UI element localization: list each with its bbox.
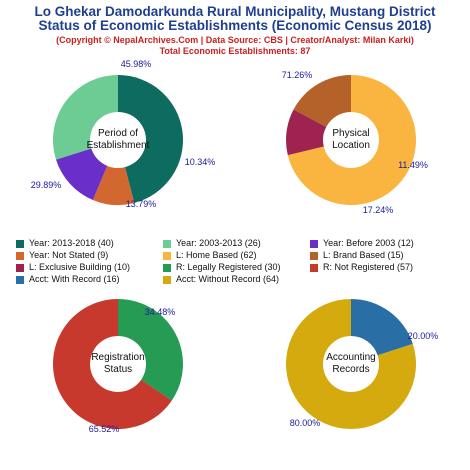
legend-label: L: Exclusive Building (10) <box>29 262 131 272</box>
donut-2-percent-label-2: 11.49% <box>398 160 428 170</box>
legend-item-3: Year: Before 2003 (12) <box>310 238 460 249</box>
legend-swatch <box>310 239 318 248</box>
chart-title-line-1: Lo Ghekar Damodarkunda Rural Municipalit… <box>34 4 436 19</box>
legend-label: R: Not Registered (57) <box>323 262 414 272</box>
donut-4-slice-2 <box>286 299 416 430</box>
donut-1-percent-label-3: 13.79% <box>126 199 157 209</box>
legend: Year: 2013-2018 (40) Year: 2003-2013 (26)… <box>16 238 466 285</box>
legend-item-6: L: Brand Based (15) <box>310 250 460 261</box>
legend-swatch <box>16 275 24 284</box>
donut-1-slice-1 <box>118 75 184 203</box>
legend-item-11: Acct: Without Record (64) <box>163 274 310 285</box>
donut-1-center-label: Period of Establishment <box>87 128 150 151</box>
donut-2-slice-1 <box>287 75 416 206</box>
legend-label: R: Legally Registered (30) <box>176 262 281 272</box>
donut-3-slice-1 <box>118 299 184 401</box>
donut-1-percent-label-4: 29.89% <box>31 180 62 190</box>
donut-2-slice-3 <box>293 75 351 127</box>
legend-swatch <box>163 239 171 248</box>
legend-item-4: Year: Not Stated (9) <box>16 250 163 261</box>
legend-swatch <box>310 263 318 272</box>
legend-item-1: Year: 2013-2018 (40) <box>16 238 163 249</box>
legend-item-5: L: Home Based (62) <box>163 250 310 261</box>
copyright-subtitle: (Copyright © NepalArchives.Com | Data So… <box>56 35 414 45</box>
legend-item-10: Acct: With Record (16) <box>16 274 163 285</box>
donut-4-slice-1 <box>351 299 413 356</box>
legend-label: Year: 2003-2013 (26) <box>176 238 261 248</box>
donut-3-percent-label-2: 65.52% <box>89 424 120 434</box>
legend-label: Year: Not Stated (9) <box>29 250 109 260</box>
donut-4-percent-label-1: 20.00% <box>408 331 439 341</box>
legend-item-2: Year: 2003-2013 (26) <box>163 238 310 249</box>
donut-1-slice-3 <box>56 148 108 200</box>
legend-swatch <box>16 263 24 272</box>
legend-swatch <box>163 263 171 272</box>
donut-1-percent-label-2: 10.34% <box>185 157 216 167</box>
donut-3-percent-label-1: 34.48% <box>145 307 176 317</box>
legend-swatch <box>163 251 171 260</box>
legend-swatch <box>16 239 24 248</box>
legend-swatch <box>163 275 171 284</box>
legend-label: L: Brand Based (15) <box>323 250 404 260</box>
legend-label: Year: 2013-2018 (40) <box>29 238 114 248</box>
chart-title-line-2: Status of Economic Establishments (Econo… <box>38 18 432 33</box>
total-establishments: Total Economic Establishments: 87 <box>159 46 311 56</box>
donut-3-center-label: Registration Status <box>91 352 144 375</box>
legend-label: Year: Before 2003 (12) <box>323 238 414 248</box>
donut-2-center-label: Physical Location <box>332 128 370 151</box>
legend-label: Acct: With Record (16) <box>29 274 120 284</box>
donut-3-slice-2 <box>53 299 172 429</box>
donut-2-slice-2 <box>286 109 327 156</box>
legend-swatch <box>310 251 318 260</box>
legend-swatch <box>16 251 24 260</box>
legend-item-8: R: Legally Registered (30) <box>163 262 310 273</box>
donut-1-slice-4 <box>52 75 118 160</box>
legend-item-7: L: Exclusive Building (10) <box>16 262 163 273</box>
donut-1-slice-2 <box>92 165 135 205</box>
donut-2-percent-label-1: 71.26% <box>282 70 313 80</box>
donut-2-percent-label-3: 17.24% <box>363 205 394 215</box>
legend-item-9: R: Not Registered (57) <box>310 262 460 273</box>
legend-label: L: Home Based (62) <box>176 250 257 260</box>
legend-label: Acct: Without Record (64) <box>176 274 280 284</box>
donut-4-center-label: Accounting Records <box>326 352 375 375</box>
donut-1-percent-label-1: 45.98% <box>121 59 152 69</box>
donut-4-percent-label-2: 80.00% <box>290 418 321 428</box>
